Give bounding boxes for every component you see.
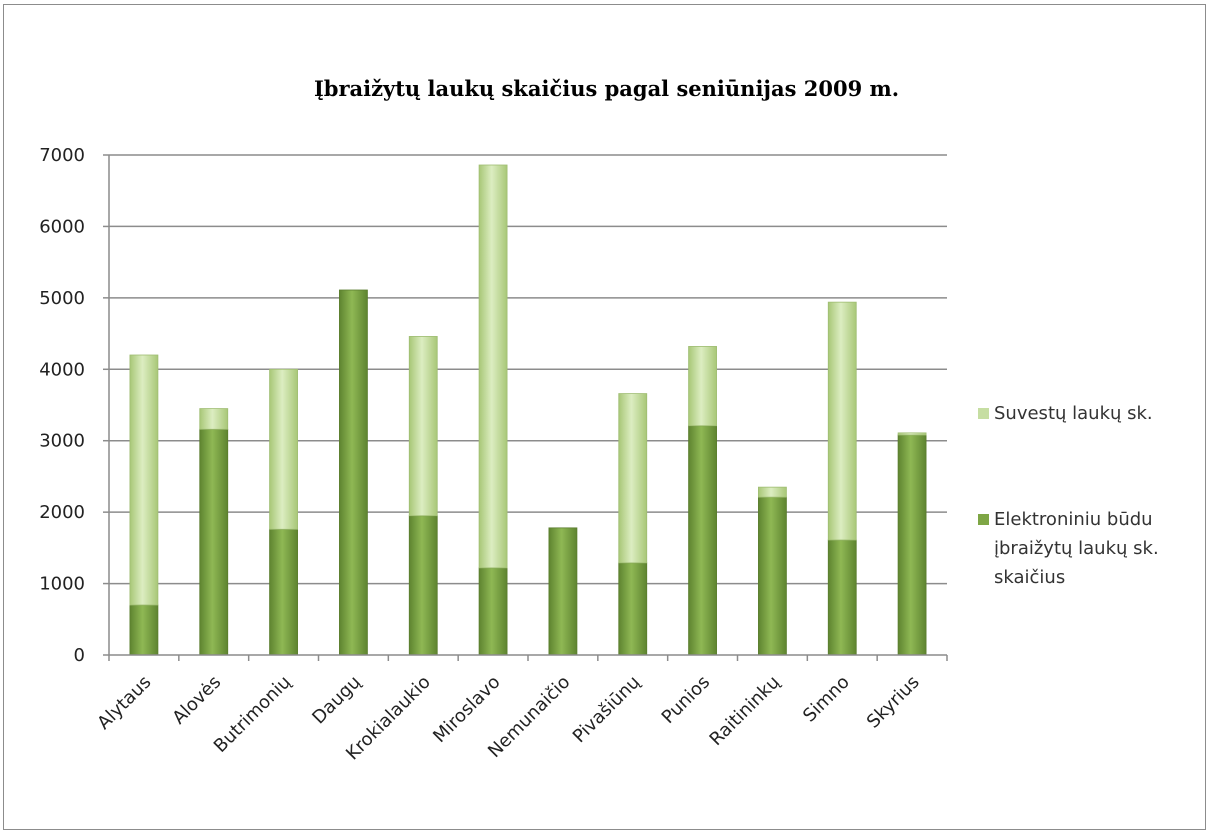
bar-summed — [827, 301, 857, 541]
y-tick-label: 6000 — [39, 216, 85, 237]
bar-summed — [688, 346, 717, 427]
x-tick-label: Alytaus — [93, 672, 155, 734]
x-tick-label: Skyrius — [863, 672, 924, 733]
bar-summed — [129, 354, 159, 606]
x-tick-label: Alovės — [168, 672, 225, 729]
x-tick-label: Simno — [799, 672, 854, 727]
y-tick-label: 3000 — [39, 431, 85, 452]
bar-electronic — [827, 539, 857, 656]
x-tick-label: Daugų — [308, 671, 365, 728]
legend-swatch — [978, 408, 989, 419]
y-tick-label: 7000 — [39, 145, 85, 166]
chart-title: Įbraižytų laukų skaičius pagal seniūnija… — [313, 76, 900, 101]
legend-label: skaičius — [994, 567, 1066, 588]
x-tick-label: Miroslavo — [429, 672, 504, 747]
x-tick-label: Raitininkų — [706, 671, 785, 750]
legend-label: įbraižytų laukų sk. — [994, 538, 1159, 559]
legend-item: Suvestų laukų sk. — [994, 399, 1153, 428]
bar-electronic — [897, 434, 927, 656]
y-tick-label: 0 — [74, 645, 85, 666]
legend-label: Elektroniniu būdu — [994, 509, 1153, 530]
y-tick-label: 2000 — [39, 502, 85, 523]
gridlines — [109, 154, 947, 585]
bar-summed — [478, 164, 508, 569]
bar-electronic — [758, 496, 787, 656]
bar-electronic — [688, 425, 717, 656]
bar-electronic — [129, 604, 159, 656]
bar-summed — [269, 368, 298, 530]
bar-electronic — [478, 567, 508, 656]
bar-summed — [758, 486, 787, 498]
bar-electronic — [408, 515, 438, 656]
bar-electronic — [269, 528, 298, 656]
legend-item: Elektroniniu būdu įbraižytų laukų sk. skai… — [994, 505, 1159, 592]
bar-electronic — [339, 289, 368, 656]
bar-summed — [199, 408, 229, 430]
y-tick-label: 5000 — [39, 288, 85, 309]
legend-swatch — [978, 514, 989, 525]
bars — [129, 164, 927, 656]
y-tick-label: 1000 — [39, 574, 85, 595]
x-tick-label: Pivašiūnų — [569, 671, 645, 747]
legend-label: Suvestų laukų sk. — [994, 403, 1153, 424]
bar-electronic — [548, 527, 578, 656]
bar-summed — [618, 393, 648, 564]
x-tick-label: Punios — [658, 672, 714, 728]
bar-summed — [408, 336, 438, 517]
bar-electronic — [199, 428, 229, 656]
y-tick-label: 4000 — [39, 359, 85, 380]
bar-summed — [897, 432, 927, 436]
bar-electronic — [618, 562, 648, 656]
